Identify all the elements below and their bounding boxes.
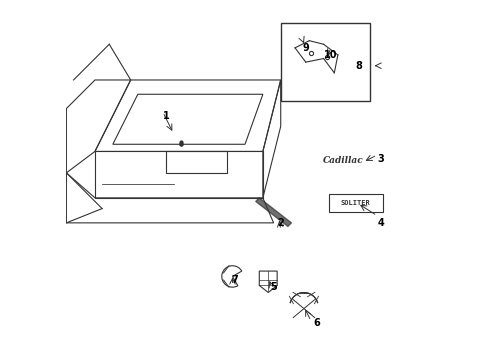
- Text: 2: 2: [277, 218, 284, 228]
- Text: 1: 1: [163, 111, 170, 121]
- Bar: [281, 23, 370, 102]
- Text: 7: 7: [231, 275, 238, 285]
- Text: Cadillac: Cadillac: [323, 156, 364, 165]
- Text: 10: 10: [324, 50, 338, 60]
- Text: 4: 4: [377, 218, 384, 228]
- Text: 9: 9: [302, 43, 309, 53]
- Text: 3: 3: [377, 154, 384, 163]
- Polygon shape: [256, 198, 292, 226]
- Text: 6: 6: [313, 318, 320, 328]
- Text: 8: 8: [356, 61, 363, 71]
- Text: SOLITER: SOLITER: [341, 200, 370, 206]
- Text: 5: 5: [270, 282, 277, 292]
